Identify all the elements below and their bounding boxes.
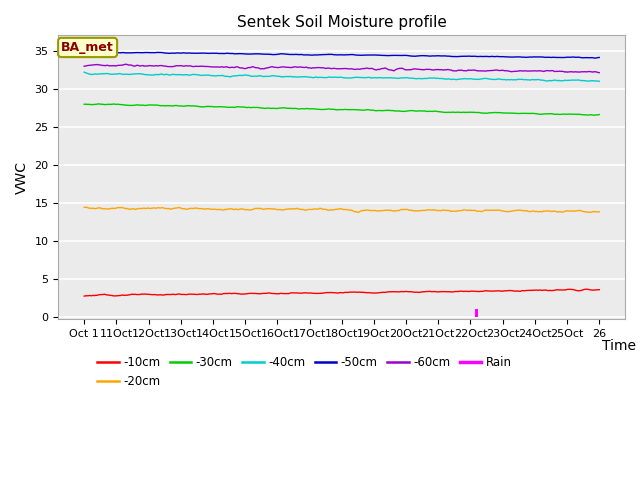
Line: -20cm: -20cm	[84, 207, 599, 212]
-40cm	[328, 74, 336, 80]
Line: -10cm: -10cm	[84, 289, 599, 296]
-10cm	[595, 287, 603, 292]
-60cm	[360, 66, 368, 72]
-10cm	[584, 287, 592, 292]
-30cm	[95, 101, 102, 107]
Line: -60cm: -60cm	[84, 64, 599, 72]
-20cm	[361, 207, 369, 213]
-50cm	[80, 50, 88, 56]
-30cm	[80, 101, 88, 107]
-40cm	[359, 74, 367, 80]
Bar	[475, 309, 478, 317]
-50cm	[329, 52, 337, 58]
-10cm	[583, 286, 591, 292]
X-axis label: Time: Time	[602, 339, 636, 353]
-40cm	[325, 74, 333, 80]
-10cm	[325, 289, 333, 295]
-40cm	[502, 77, 510, 83]
Y-axis label: VWC: VWC	[15, 161, 29, 194]
-50cm	[504, 54, 511, 60]
-40cm	[595, 78, 603, 84]
-60cm	[595, 70, 603, 75]
-40cm	[583, 78, 591, 84]
Title: Sentek Soil Moisture profile: Sentek Soil Moisture profile	[237, 15, 447, 30]
-60cm	[504, 68, 511, 74]
Line: -30cm: -30cm	[84, 104, 599, 115]
-20cm	[354, 209, 362, 215]
-10cm	[502, 288, 510, 294]
Text: BA_met: BA_met	[61, 41, 114, 54]
-20cm	[595, 209, 603, 215]
-30cm	[360, 107, 368, 113]
-10cm	[80, 293, 88, 299]
-40cm	[80, 69, 88, 75]
-20cm	[389, 208, 397, 214]
Line: -40cm: -40cm	[84, 72, 599, 81]
-10cm	[328, 290, 336, 296]
-50cm	[584, 55, 592, 60]
-30cm	[590, 112, 598, 118]
Legend: -10cm, -20cm, -30cm, -40cm, -50cm, -60cm, Rain: -10cm, -20cm, -30cm, -40cm, -50cm, -60cm…	[93, 352, 516, 393]
-30cm	[326, 106, 333, 112]
-20cm	[83, 204, 90, 210]
-50cm	[595, 55, 603, 60]
-20cm	[585, 209, 593, 215]
-50cm	[102, 49, 109, 55]
-30cm	[595, 112, 603, 118]
-50cm	[388, 52, 396, 58]
-60cm	[388, 67, 396, 73]
Line: -50cm: -50cm	[84, 52, 599, 58]
-20cm	[80, 204, 88, 210]
-30cm	[584, 112, 592, 118]
-60cm	[80, 63, 88, 69]
-60cm	[122, 61, 129, 67]
-20cm	[329, 207, 337, 213]
-30cm	[329, 107, 337, 112]
-20cm	[326, 207, 333, 213]
-50cm	[326, 51, 333, 57]
-60cm	[329, 66, 337, 72]
-30cm	[504, 110, 511, 116]
-20cm	[504, 209, 512, 215]
-60cm	[584, 69, 592, 74]
-10cm	[359, 289, 367, 295]
-40cm	[387, 75, 395, 81]
-60cm	[326, 65, 333, 71]
-10cm	[387, 289, 395, 295]
-30cm	[388, 108, 396, 113]
-50cm	[591, 55, 599, 61]
-50cm	[360, 52, 368, 58]
